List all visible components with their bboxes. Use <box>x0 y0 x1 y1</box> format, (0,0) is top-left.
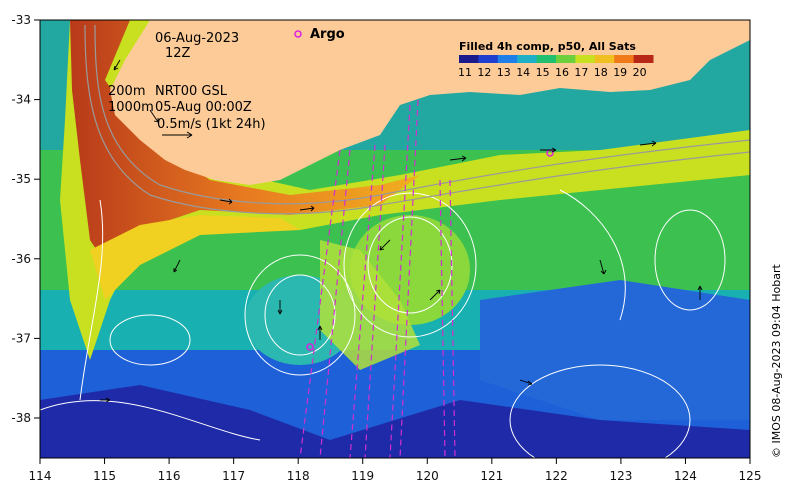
legend-swatch <box>517 55 538 63</box>
legend-value: 12 <box>477 66 491 79</box>
plot-frame <box>39 19 751 459</box>
argo-label: Argo <box>310 27 345 42</box>
argo-tracks <box>299 99 456 458</box>
x-tick-label: 125 <box>739 469 762 483</box>
filament <box>320 240 420 370</box>
y-tick-label: -38 <box>11 411 31 425</box>
model-time-label: 05-Aug 00:00Z <box>155 100 252 115</box>
legend-swatch <box>556 55 576 63</box>
warm-shelf-core <box>70 20 420 270</box>
yellow-edge <box>90 215 300 300</box>
model-label: NRT00 GSL <box>155 84 228 99</box>
x-tick-label: 119 <box>351 469 374 483</box>
depth-contours <box>84 24 750 215</box>
y-tick-label: -37 <box>11 331 31 345</box>
scale-label: 0.5m/s (1kt 24h) <box>157 117 266 132</box>
sea-level-contours <box>40 189 726 458</box>
x-axis: 114 115 116 117 118 119 120 121 122 123 124 125 <box>29 458 762 483</box>
x-tick-label: 124 <box>674 469 697 483</box>
deep-blue-water <box>40 385 750 458</box>
y-tick-label: -33 <box>11 13 31 27</box>
east-blue-water <box>480 280 750 420</box>
date-label: 06-Aug-2023 <box>155 31 239 46</box>
legend-swatch <box>497 55 518 63</box>
legend-swatch <box>459 55 479 63</box>
legend-value: 19 <box>613 66 627 79</box>
legend-value: 20 <box>633 66 647 79</box>
legend-swatch <box>536 55 557 63</box>
legend: Filled 4h comp, p50, All Sats 11 12 13 14 15… <box>458 40 654 79</box>
legend-value: 14 <box>516 66 530 79</box>
x-tick-label: 116 <box>158 469 181 483</box>
y-tick-label: -35 <box>11 172 31 186</box>
legend-value: 11 <box>458 66 472 79</box>
x-tick-label: 121 <box>480 469 503 483</box>
x-tick-label: 118 <box>287 469 310 483</box>
legend-swatch <box>575 55 596 63</box>
legend-value: 17 <box>574 66 588 79</box>
legend-swatches <box>459 55 654 63</box>
legend-numbers: 11 12 13 14 15 16 17 18 19 20 <box>458 66 647 79</box>
scale-arrow <box>162 131 193 139</box>
argo-legend-marker <box>294 30 302 38</box>
legend-title: Filled 4h comp, p50, All Sats <box>459 40 636 53</box>
legend-value: 18 <box>594 66 608 79</box>
legend-value: 15 <box>536 66 550 79</box>
y-axis: -33 -34 -35 -36 -37 -38 <box>11 13 40 425</box>
x-tick-label: 123 <box>609 469 632 483</box>
x-tick-label: 120 <box>416 469 439 483</box>
hour-label: 12Z <box>165 46 191 61</box>
legend-value: 16 <box>555 66 569 79</box>
y-tick-label: -36 <box>11 252 31 266</box>
current-vectors <box>100 59 703 403</box>
legend-swatch <box>633 55 654 63</box>
argo-float-1 <box>306 343 314 351</box>
legend-swatch <box>614 55 635 63</box>
depth-200-label: 200m <box>108 84 145 99</box>
legend-swatch <box>478 55 499 63</box>
x-tick-label: 115 <box>93 469 116 483</box>
x-tick-label: 122 <box>545 469 568 483</box>
x-tick-label: 117 <box>222 469 245 483</box>
depth-1000-label: 1000m <box>108 100 154 115</box>
plot-area <box>40 20 750 458</box>
credit-label: © IMOS 08-Aug-2023 09:04 Hobart <box>770 264 783 458</box>
y-tick-label: -34 <box>11 93 31 107</box>
x-tick-label: 114 <box>29 469 52 483</box>
legend-value: 13 <box>497 66 511 79</box>
legend-swatch <box>594 55 615 63</box>
